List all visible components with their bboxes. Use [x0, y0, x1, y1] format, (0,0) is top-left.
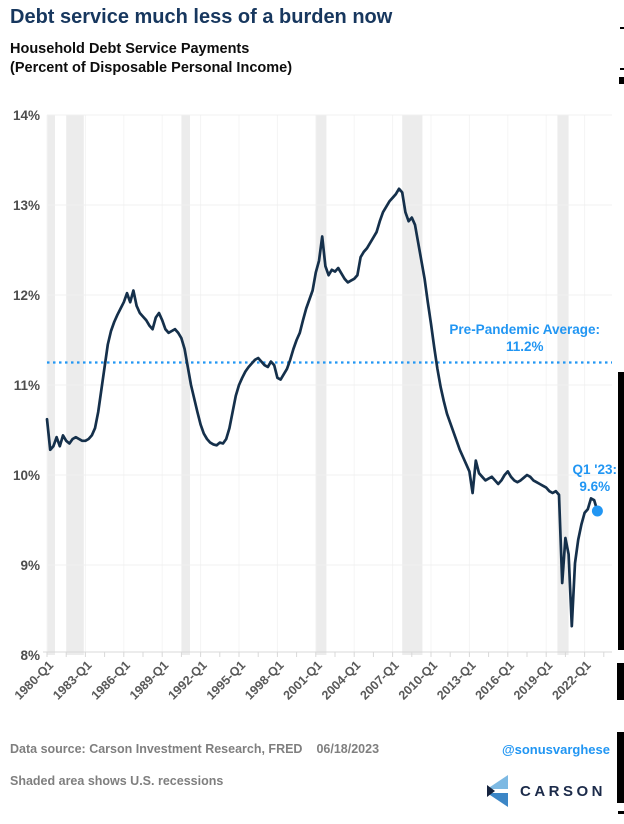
x-axis-label: 2001-Q1 [281, 658, 325, 702]
x-axis-label: 1992-Q1 [165, 658, 209, 702]
x-axis-label: 1983-Q1 [50, 658, 94, 702]
latest-point-label: Q1 '23: [572, 462, 617, 477]
y-axis-label: 8% [20, 648, 40, 663]
chart-subtitle-line1: Household Debt Service Payments [10, 41, 250, 57]
latest-point-value: 9.6% [579, 479, 611, 494]
edge-artifact [617, 732, 624, 803]
y-axis-label: 9% [20, 558, 40, 573]
chart-subtitle: Household Debt Service Payments (Percent… [10, 40, 292, 78]
x-axis-label: 2010-Q1 [396, 658, 440, 702]
pre-pandemic-average-value: 11.2% [505, 339, 544, 354]
chart-date: 06/18/2023 [316, 742, 380, 756]
x-axis-label: 2019-Q1 [511, 658, 555, 702]
recession-note: Shaded area shows U.S. recessions [10, 774, 224, 788]
y-axis-label: 14% [13, 108, 40, 123]
debt-service-line [45, 187, 599, 628]
data-source-line: Data source: Carson Investment Research,… [10, 742, 379, 756]
latest-point-annotation: Q1 '23: 9.6% [573, 461, 617, 495]
edge-artifact [617, 663, 624, 700]
y-axis-label: 13% [13, 198, 40, 213]
x-axis-label: 2022-Q1 [549, 658, 593, 702]
x-axis-label: 1995-Q1 [204, 658, 248, 702]
x-axis-label: 1998-Q1 [242, 658, 286, 702]
edge-artifact [618, 811, 624, 814]
edge-artifact [618, 372, 624, 650]
x-axis-label: 1989-Q1 [127, 658, 171, 702]
carson-logo-icon [486, 775, 508, 807]
edge-artifact [620, 68, 624, 70]
x-axis-label: 2004-Q1 [319, 658, 363, 702]
latest-point-marker [591, 505, 603, 517]
x-axis-label: 2013-Q1 [434, 658, 478, 702]
edge-artifact [619, 77, 624, 84]
twitter-handle: @sonusvarghese [501, 742, 610, 757]
chart-subtitle-line2: (Percent of Disposable Personal Income) [10, 60, 293, 76]
x-axis-label: 1986-Q1 [89, 658, 133, 702]
page-title: Debt service much less of a burden now [10, 6, 393, 28]
y-axis-label: 12% [13, 288, 40, 303]
y-axis-label: 10% [13, 468, 40, 483]
data-source-text: Data source: Carson Investment Research,… [10, 742, 303, 756]
y-axis-label: 11% [14, 378, 40, 393]
carson-logo: CARSON [484, 774, 606, 808]
pre-pandemic-average-annotation: Pre-Pandemic Average: 11.2% [449, 321, 600, 355]
carson-logo-text: CARSON [519, 782, 606, 800]
edge-artifact [620, 27, 624, 29]
x-axis-label: 2007-Q1 [357, 658, 401, 702]
x-axis-label: 1980-Q1 [12, 658, 56, 702]
x-axis-label: 2016-Q1 [473, 658, 517, 702]
pre-pandemic-average-label: Pre-Pandemic Average: [449, 322, 600, 337]
